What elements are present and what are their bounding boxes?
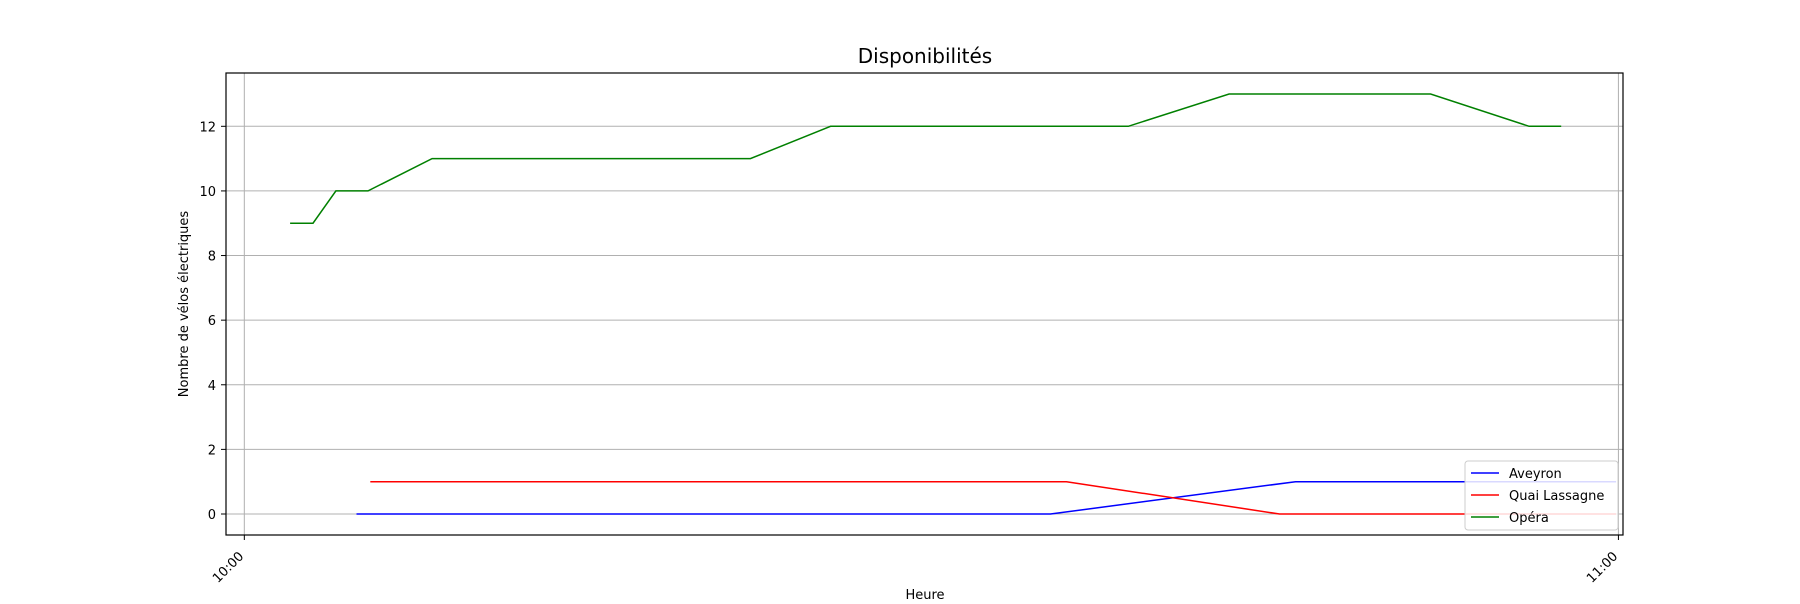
x-axis-label: Heure [905,588,944,600]
series-lines [290,93,1617,515]
y-tick-label: 0 [208,508,216,523]
legend-box [1464,460,1619,531]
y-tick-label: 12 [199,120,216,135]
y-tick-label: 4 [208,379,216,394]
y-tick-label: 8 [208,250,216,265]
y-axis-label: Nombre de vélos électriques [177,211,192,398]
series-line [290,93,1562,224]
legend-label: Opéra [1509,511,1549,526]
series-line [356,480,1617,515]
x-tick-label: 11:00 [1584,549,1621,586]
series-line [370,480,1617,515]
y-tick-label: 6 [208,314,216,329]
y-tick-label: 2 [208,443,216,458]
legend-label: Aveyron [1509,467,1562,482]
plot-frame [225,72,1624,536]
axis-ticks: 0 2 4 6 8 10 12 10:00 11:00 [199,120,1621,586]
chart-title: Disponibilités [858,44,992,68]
grid [226,73,1623,535]
legend-label: Quai Lassagne [1509,489,1604,504]
x-tick-label: 10:00 [210,549,247,586]
legend: Aveyron Quai Lassagne Opéra [1464,460,1619,531]
y-tick-label: 10 [199,185,216,200]
